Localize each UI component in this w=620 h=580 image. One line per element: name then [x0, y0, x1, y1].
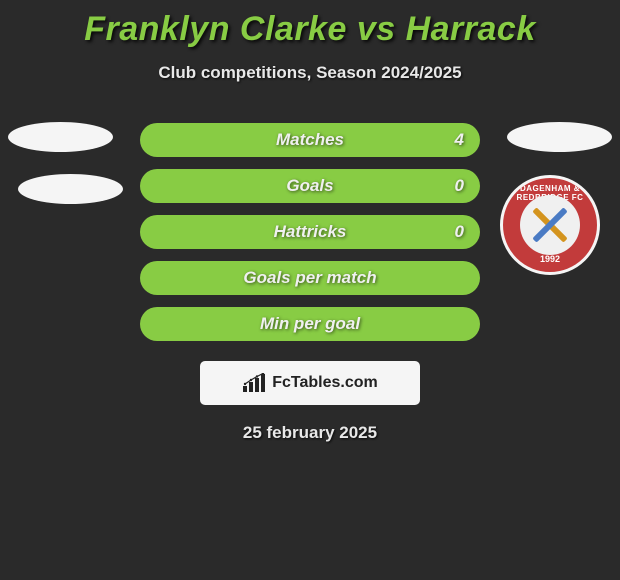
date-text: 25 february 2025 — [0, 423, 620, 443]
badge-year: 1992 — [503, 254, 597, 264]
branding-text: FcTables.com — [272, 374, 378, 392]
badge-cross-icon — [530, 205, 570, 245]
stat-value-right: 4 — [455, 130, 464, 150]
stat-bar-min-per-goal: Min per goal — [140, 307, 480, 341]
club-badge: DAGENHAM & REDBRIDGE FC 1992 — [500, 175, 600, 275]
stat-label: Goals per match — [243, 268, 376, 288]
branding-box: FcTables.com — [200, 361, 420, 405]
page-title: Franklyn Clarke vs Harrack — [0, 0, 620, 49]
player-avatar-right — [507, 122, 612, 152]
stat-value-right: 0 — [455, 222, 464, 242]
stat-bar-goals: Goals 0 — [140, 169, 480, 203]
stat-label: Hattricks — [274, 222, 347, 242]
stat-bar-goals-per-match: Goals per match — [140, 261, 480, 295]
stat-bar-hattricks: Hattricks 0 — [140, 215, 480, 249]
player-avatar-left-1 — [8, 122, 113, 152]
player-avatar-left-2 — [18, 174, 123, 204]
stat-label: Goals — [286, 176, 333, 196]
badge-center — [520, 195, 580, 255]
stat-label: Min per goal — [260, 314, 360, 334]
stat-label: Matches — [276, 130, 344, 150]
stat-value-right: 0 — [455, 176, 464, 196]
stat-bar-matches: Matches 4 — [140, 123, 480, 157]
subtitle: Club competitions, Season 2024/2025 — [0, 63, 620, 83]
chart-icon — [242, 373, 266, 393]
